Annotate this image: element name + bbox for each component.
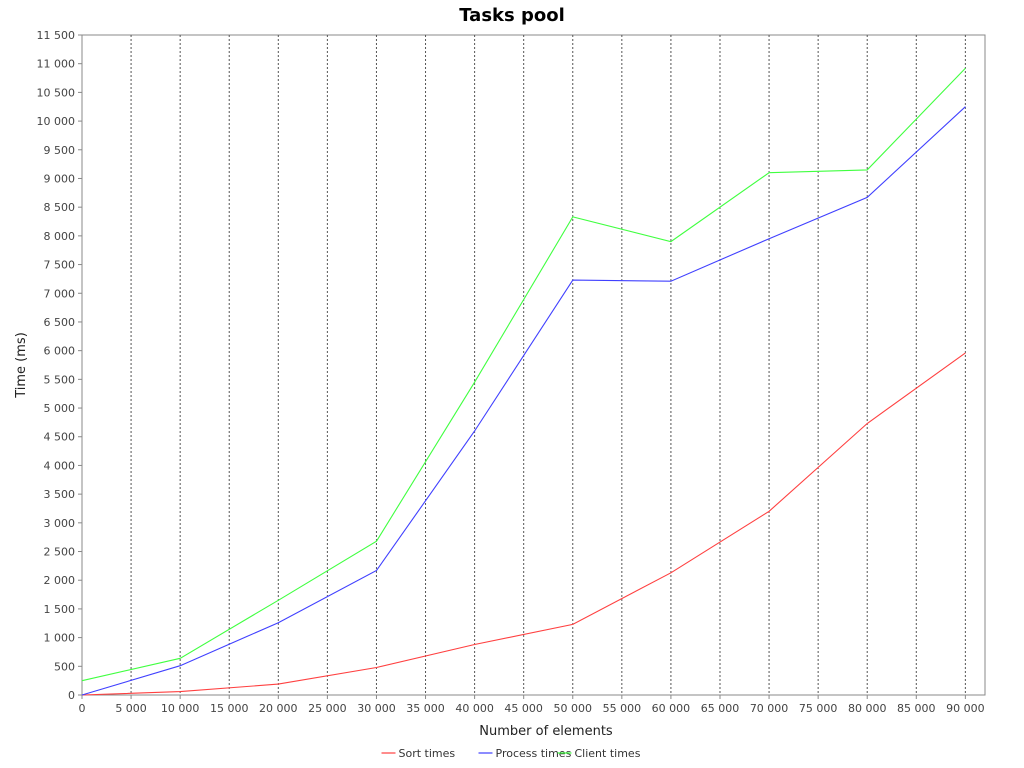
legend-label-sort-times: Sort times bbox=[399, 747, 456, 760]
y-tick-label: 4 500 bbox=[44, 431, 76, 444]
x-tick-label: 30 000 bbox=[357, 702, 396, 715]
x-tick-label: 50 000 bbox=[554, 702, 593, 715]
x-tick-label: 15 000 bbox=[210, 702, 249, 715]
y-tick-label: 500 bbox=[54, 660, 75, 673]
y-tick-label: 5 000 bbox=[44, 402, 76, 415]
x-tick-label: 55 000 bbox=[603, 702, 642, 715]
y-tick-label: 11 500 bbox=[37, 29, 76, 42]
y-axis-title: Time (ms) bbox=[14, 332, 29, 399]
x-tick-label: 20 000 bbox=[259, 702, 298, 715]
y-tick-label: 9 000 bbox=[44, 172, 76, 185]
x-tick-label: 0 bbox=[79, 702, 86, 715]
y-axis: 0 500 1 000 1 500 2 000 2 500 3 000 3 500 4 000 4… bbox=[37, 29, 82, 702]
y-tick-label: 6 000 bbox=[44, 345, 76, 358]
legend-label-process-times: Process times bbox=[496, 747, 572, 760]
plot-area bbox=[81, 34, 986, 696]
y-tick-label: 10 000 bbox=[37, 115, 76, 128]
legend-label-client-times: Client times bbox=[575, 747, 641, 760]
y-tick-label: 8 000 bbox=[44, 230, 76, 243]
x-tick-label: 45 000 bbox=[504, 702, 543, 715]
x-tick-label: 25 000 bbox=[308, 702, 347, 715]
series-line-sort-times bbox=[81, 352, 966, 696]
x-tick-label: 40 000 bbox=[455, 702, 494, 715]
x-tick-label: 35 000 bbox=[406, 702, 445, 715]
x-tick-label: 75 000 bbox=[799, 702, 838, 715]
y-tick-label: 7 000 bbox=[44, 287, 76, 300]
series-line-process-times bbox=[81, 106, 966, 696]
series-lines bbox=[81, 67, 966, 696]
y-tick-label: 0 bbox=[68, 689, 75, 702]
x-tick-label: 85 000 bbox=[897, 702, 936, 715]
y-tick-label: 10 500 bbox=[37, 86, 76, 99]
chart-title: Tasks pool bbox=[459, 5, 565, 26]
y-tick-label: 1 000 bbox=[44, 632, 76, 645]
x-tick-label: 80 000 bbox=[848, 702, 887, 715]
y-tick-label: 2 000 bbox=[44, 574, 76, 587]
y-tick-label: 2 500 bbox=[44, 546, 76, 559]
x-tick-label: 90 000 bbox=[946, 702, 985, 715]
y-tick-label: 3 000 bbox=[44, 517, 76, 530]
grid-lines bbox=[130, 35, 966, 695]
series-line-client-times bbox=[81, 67, 966, 682]
legend: Sort times Process times Client times bbox=[381, 747, 641, 760]
y-tick-label: 7 500 bbox=[44, 259, 76, 272]
x-tick-label: 60 000 bbox=[652, 702, 691, 715]
x-tick-label: 70 000 bbox=[750, 702, 789, 715]
y-tick-label: 8 500 bbox=[44, 201, 76, 214]
y-tick-label: 6 500 bbox=[44, 316, 76, 329]
x-tick-label: 10 000 bbox=[161, 702, 200, 715]
x-axis: 0 5 000 10 000 15 000 20 000 25 000 30 000 35 0… bbox=[79, 695, 985, 715]
y-tick-label: 1 500 bbox=[44, 603, 76, 616]
y-tick-label: 9 500 bbox=[44, 144, 76, 157]
y-tick-label: 3 500 bbox=[44, 488, 76, 501]
x-tick-label: 65 000 bbox=[701, 702, 740, 715]
y-tick-label: 4 000 bbox=[44, 459, 76, 472]
y-tick-label: 11 000 bbox=[37, 58, 76, 71]
x-axis-title: Number of elements bbox=[479, 724, 613, 739]
x-tick-label: 5 000 bbox=[115, 702, 147, 715]
y-tick-label: 5 500 bbox=[44, 373, 76, 386]
